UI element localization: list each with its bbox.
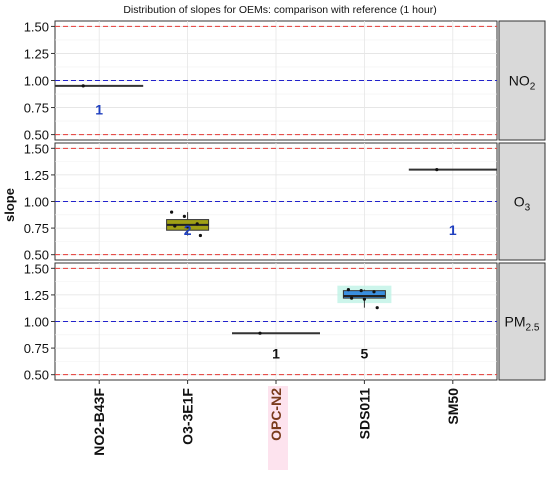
strip-background (498, 20, 546, 141)
data-point (198, 233, 202, 238)
facet-strip: PM2.5 (498, 262, 546, 381)
facet-panel-1: 0.50 0.75 1.00 1.25 1.50 2 1 O3 (24, 141, 546, 263)
x-tick-label-group: O3-3E1F (180, 388, 196, 445)
x-label-highlight (268, 386, 288, 470)
data-point (359, 289, 363, 293)
data-point (258, 331, 262, 335)
y-tick-label: 1.25 (24, 46, 49, 61)
strip-label-main: NO (509, 73, 530, 89)
box-o3-3e1f: 2 (166, 210, 210, 238)
y-tick-label: 0.75 (24, 101, 49, 116)
strip-label-main: PM (505, 314, 526, 330)
x-tick-label-group: NO2-B43F (91, 388, 107, 456)
x-tick-label: SDS011 (356, 388, 372, 440)
count-label: 1 (95, 102, 103, 118)
y-tick-label: 1.00 (24, 315, 49, 330)
facet-strip: O3 (498, 142, 546, 261)
panels-layer: 0.500.751.001.251.501NO20.500.751.001.25… (24, 19, 546, 383)
y-tick-label: 0.75 (24, 341, 49, 356)
data-point (81, 84, 85, 88)
y-tick-label: 0.50 (24, 248, 49, 263)
box-body (342, 290, 386, 299)
data-point (170, 210, 174, 214)
x-tick-label-group: OPC-N2 (268, 386, 288, 470)
strip-label-sub: 2.5 (526, 323, 540, 334)
y-tick-label: 1.50 (24, 141, 49, 156)
x-tick-label: SM50 (445, 388, 461, 425)
strip-label-sub: 3 (525, 203, 531, 214)
chart-title: Distribution of slopes for OEMs: compari… (123, 4, 436, 16)
y-axis-label: slope (2, 188, 17, 222)
data-point (375, 306, 379, 310)
y-tick-label: 0.50 (24, 128, 49, 143)
strip-label: PM2.5 (505, 314, 540, 334)
data-point (182, 214, 186, 218)
data-point (173, 224, 177, 228)
x-tick-label: O3-3E1F (180, 388, 196, 445)
box-sds011: 5 (337, 285, 392, 361)
count-label: 1 (272, 345, 280, 361)
x-tick-label: OPC-N2 (268, 388, 284, 441)
x-tick-label-group: SM50 (445, 388, 461, 425)
strip-label: O3 (514, 194, 531, 214)
y-tick-label: 1.25 (24, 288, 49, 303)
count-label: 5 (361, 345, 369, 361)
box-no2-b43f: 1 (55, 84, 144, 118)
y-tick-label: 1.00 (24, 74, 49, 89)
y-tick-label: 1.50 (24, 19, 49, 34)
data-point (372, 290, 376, 294)
y-tick-label: 1.50 (24, 261, 49, 276)
count-label: 1 (449, 222, 457, 238)
strip-label-main: O (514, 194, 525, 210)
data-point (186, 225, 190, 229)
box-opc-n2: 1 (232, 331, 320, 361)
facet-strip: NO2 (498, 20, 546, 141)
y-tick-label: 0.50 (24, 368, 49, 383)
y-tick-label: 1.00 (24, 195, 49, 210)
data-point (362, 297, 366, 301)
data-point (346, 287, 350, 292)
count-label: 2 (184, 222, 192, 238)
y-tick-label: 0.75 (24, 221, 49, 236)
data-point (195, 222, 199, 226)
strip-background (498, 142, 546, 261)
box-sm50: 1 (408, 167, 497, 238)
y-tick-label: 1.25 (24, 168, 49, 183)
x-tick-label-group: SDS011 (356, 388, 372, 440)
x-axis: NO2-B43F O3-3E1F OPC-N2 SDS011 SM50 (91, 380, 461, 470)
data-point (435, 167, 439, 172)
x-tick-label: NO2-B43F (91, 388, 107, 456)
strip-label-sub: 2 (530, 82, 536, 93)
facet-panel-0: 0.50 0.75 1.00 1.25 1.50 1 NO2 (24, 19, 546, 143)
facet-panel-2: 0.50 0.75 1.00 1.25 1.50 1 5 PM2.5 (24, 261, 546, 383)
data-point (350, 296, 354, 300)
strip-label: NO2 (509, 73, 536, 93)
strip-background (498, 262, 546, 381)
